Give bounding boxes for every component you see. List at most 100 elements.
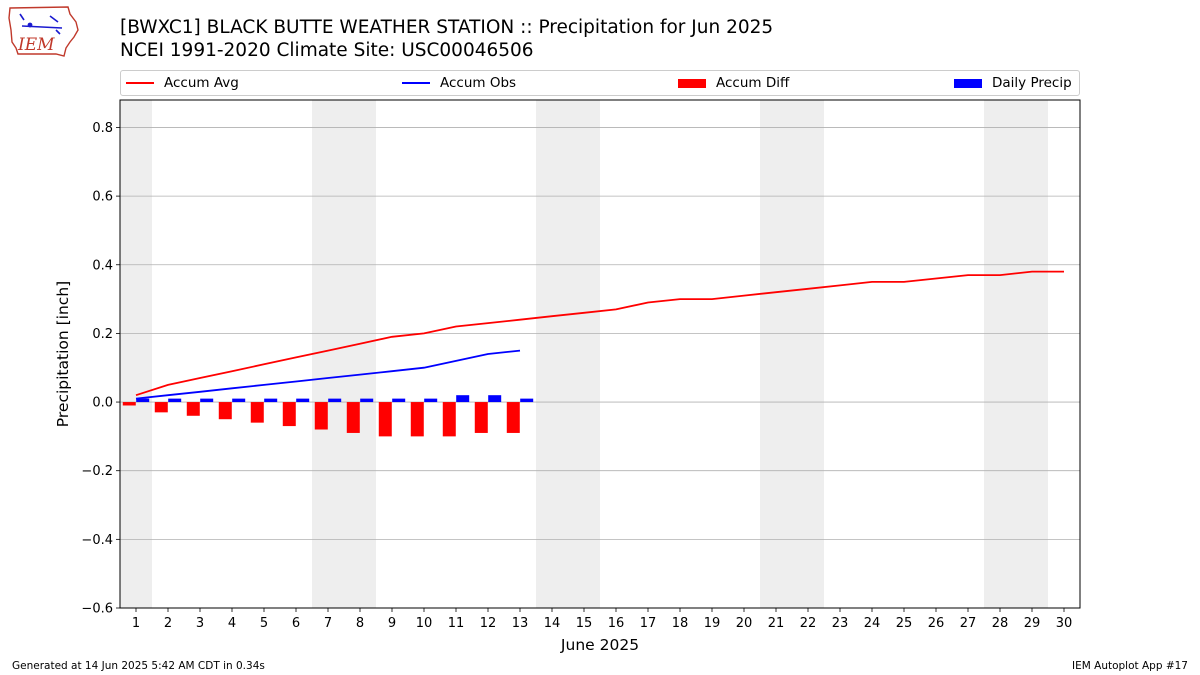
y-tick-label: −0.4 xyxy=(81,533,113,548)
x-tick-label: 2 xyxy=(164,616,172,631)
legend-swatch-daily-precip xyxy=(954,78,982,88)
chart-title: [BWXC1] BLACK BUTTE WEATHER STATION :: P… xyxy=(120,17,774,38)
y-tick-label: 0.2 xyxy=(92,327,113,342)
x-tick-label: 4 xyxy=(228,616,236,631)
x-tick-label: 7 xyxy=(324,616,332,631)
legend-item-daily-precip: Daily Precip xyxy=(954,71,1072,95)
x-tick-label: 29 xyxy=(1024,616,1041,631)
x-tick-label: 18 xyxy=(672,616,689,631)
daily-precip-bar xyxy=(296,398,310,403)
daily-precip-bar xyxy=(168,398,182,403)
weekend-shade-1 xyxy=(120,100,152,608)
legend-swatch-accum-obs xyxy=(402,82,430,84)
daily-precip-bar xyxy=(232,398,246,403)
x-tick-label: 5 xyxy=(260,616,268,631)
accum-diff-bar xyxy=(154,402,168,413)
legend-swatch-accum-diff xyxy=(678,78,706,88)
x-tick-label: 12 xyxy=(480,616,497,631)
accum-diff-bar xyxy=(314,402,328,430)
logo-text: IEM xyxy=(17,35,55,55)
daily-precip-bar xyxy=(360,398,374,403)
accum-diff-bar xyxy=(378,402,392,437)
x-tick-label: 26 xyxy=(928,616,945,631)
daily-precip-bar xyxy=(200,398,214,403)
accum-diff-bar xyxy=(186,402,200,416)
legend-item-accum-diff: Accum Diff xyxy=(678,71,789,95)
weekend-shade-14 xyxy=(536,100,568,608)
legend-label-accum-avg: Accum Avg xyxy=(164,75,239,91)
x-tick-label: 14 xyxy=(544,616,561,631)
iowa-outline-shape xyxy=(8,6,79,57)
y-axis-label: Precipitation [inch] xyxy=(54,281,72,427)
accum-diff-bar xyxy=(474,402,488,433)
chart-subtitle: NCEI 1991-2020 Climate Site: USC00046506 xyxy=(120,40,534,61)
accum-diff-bar xyxy=(122,402,136,406)
y-tick-label: −0.2 xyxy=(81,464,113,479)
x-tick-label: 21 xyxy=(768,616,785,631)
wind-vane-icon xyxy=(19,13,63,35)
x-tick-label: 6 xyxy=(292,616,300,631)
plot-frame xyxy=(119,99,1081,609)
x-tick-label: 15 xyxy=(576,616,593,631)
weekend-shade-7 xyxy=(312,100,344,608)
x-tick-label: 24 xyxy=(864,616,881,631)
y-tick-label: −0.6 xyxy=(81,602,113,617)
accum-diff-bar xyxy=(218,402,232,420)
x-tick-label: 9 xyxy=(388,616,396,631)
x-tick-label: 20 xyxy=(736,616,753,631)
legend-label-daily-precip: Daily Precip xyxy=(992,75,1072,91)
chart-legend: Accum Avg Accum Obs Accum Diff Daily Pre… xyxy=(120,70,1080,96)
legend-label-accum-obs: Accum Obs xyxy=(440,75,517,91)
x-tick-label: 10 xyxy=(416,616,433,631)
legend-label-accum-diff: Accum Diff xyxy=(716,75,790,91)
daily-precip-bar xyxy=(520,398,534,403)
y-tick-label: 0.4 xyxy=(92,258,113,273)
accum-obs-line xyxy=(135,349,521,400)
x-tick-label: 30 xyxy=(1056,616,1073,631)
legend-item-accum-avg: Accum Avg xyxy=(126,71,239,95)
accum-diff-bar xyxy=(346,402,360,433)
daily-precip-bar xyxy=(456,395,470,403)
weekend-shade-28 xyxy=(984,100,1016,608)
y-tick-label: 0.0 xyxy=(92,396,113,411)
weekend-shade-21 xyxy=(760,100,792,608)
x-tick-label: 11 xyxy=(448,616,465,631)
iem-logo: IEM xyxy=(8,6,79,57)
daily-precip-bar xyxy=(424,398,438,403)
x-tick-label: 3 xyxy=(196,616,204,631)
accum-diff-bar xyxy=(410,402,424,437)
accum-diff-bar xyxy=(442,402,456,437)
x-tick-label: 25 xyxy=(896,616,913,631)
x-tick-label: 22 xyxy=(800,616,817,631)
x-tick-label: 13 xyxy=(512,616,529,631)
weekend-shade-22 xyxy=(792,100,824,608)
accum-avg-line xyxy=(135,270,1064,397)
x-tick-label: 27 xyxy=(960,616,977,631)
generated-timestamp: Generated at 14 Jun 2025 5:42 AM CDT in … xyxy=(12,660,265,672)
weekend-shade-8 xyxy=(344,100,376,608)
x-axis-label: June 2025 xyxy=(560,636,639,654)
daily-precip-bar xyxy=(136,398,150,403)
y-tick-label: 0.8 xyxy=(92,121,113,136)
x-tick-label: 1 xyxy=(132,616,140,631)
weekend-shade-15 xyxy=(568,100,600,608)
x-tick-label: 28 xyxy=(992,616,1009,631)
autoplot-app-label: IEM Autoplot App #17 xyxy=(1072,660,1188,672)
x-tick-label: 23 xyxy=(832,616,849,631)
x-tick-label: 16 xyxy=(608,616,625,631)
x-tick-label: 19 xyxy=(704,616,721,631)
daily-precip-bar xyxy=(264,398,278,403)
accum-diff-bar xyxy=(506,402,520,433)
daily-precip-bar xyxy=(392,398,406,403)
y-tick-label: 0.6 xyxy=(92,190,113,205)
accum-diff-bar xyxy=(250,402,264,423)
legend-swatch-accum-avg xyxy=(126,82,154,84)
daily-precip-bar xyxy=(488,395,502,403)
daily-precip-bar xyxy=(328,398,342,403)
weekend-shade-29 xyxy=(1016,100,1048,608)
x-tick-label: 8 xyxy=(356,616,364,631)
legend-item-accum-obs: Accum Obs xyxy=(402,71,516,95)
accum-diff-bar xyxy=(282,402,296,427)
x-tick-label: 17 xyxy=(640,616,657,631)
